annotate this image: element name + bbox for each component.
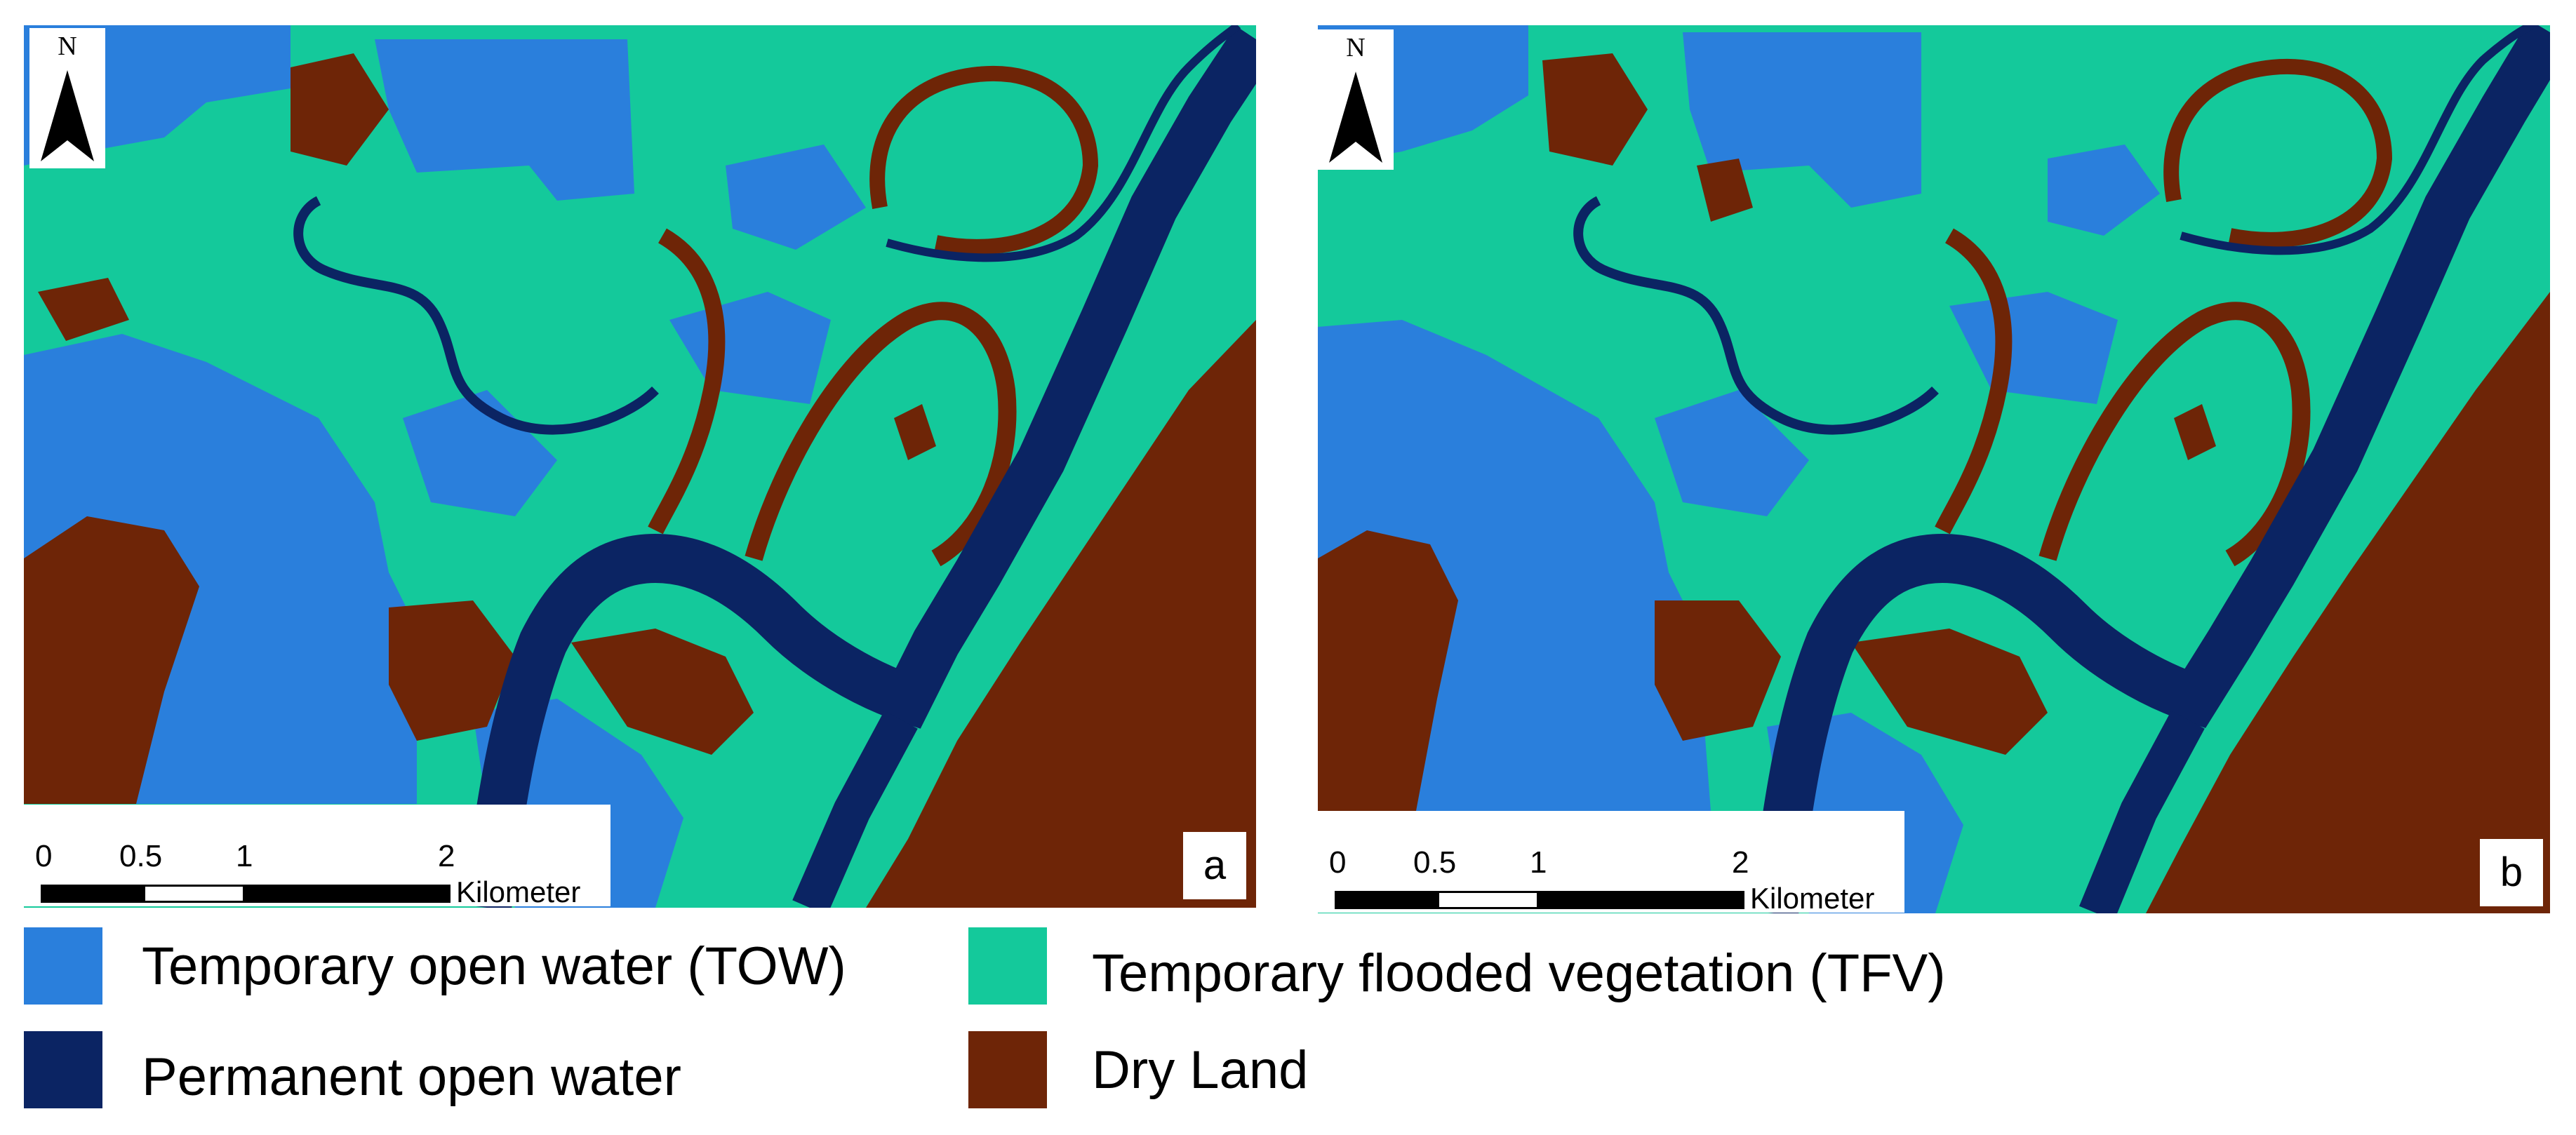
- panel-letter: a: [1183, 832, 1246, 899]
- scale-tick-label: 2: [1732, 845, 1749, 880]
- panel-letter: b: [2480, 839, 2543, 906]
- scale-segment: [41, 885, 146, 903]
- north-label: N: [1346, 33, 1366, 62]
- north-arrow-icon: [41, 70, 94, 161]
- scale-tick-label: 1: [1530, 845, 1547, 880]
- scale-unit: Kilometer: [1750, 882, 1875, 913]
- north-arrow: N: [1318, 29, 1394, 170]
- legend-label: Temporary open water (TOW): [142, 936, 846, 996]
- permanent-water-river: [1749, 25, 2550, 913]
- dry-land-area: [2163, 58, 2393, 248]
- legend-item-dry-land: Dry Land: [968, 1031, 1881, 1108]
- north-label: N: [58, 32, 77, 61]
- permanent-water-channel: [293, 196, 659, 435]
- tow-area: [1683, 32, 1921, 208]
- dry-land-area: [2146, 292, 2550, 913]
- dry-land-area: [1697, 159, 1753, 222]
- dry-land-area: [24, 516, 199, 804]
- scale-tick-label: 2: [438, 839, 455, 873]
- dry-land-area: [894, 404, 936, 460]
- scale-segment: [1335, 891, 1440, 909]
- scale-tick-label: 0: [35, 839, 53, 873]
- tow-area: [375, 39, 634, 201]
- scale-bar: 0 0.5 1 2 Kilometer: [24, 805, 610, 908]
- north-arrow: N: [29, 28, 105, 168]
- permanent-water-river: [792, 711, 918, 908]
- scale-tick-label: 0.5: [119, 839, 163, 873]
- dry-land-area: [1655, 600, 1781, 741]
- flood-classification-map-b: [1318, 25, 2550, 913]
- legend-label: Permanent open water: [142, 1047, 681, 1107]
- dry-land-area: [1935, 228, 2013, 535]
- dry-land-area: [866, 320, 1256, 908]
- legend-swatch: [24, 1031, 102, 1108]
- dry-land-area: [291, 53, 389, 166]
- scale-bar: 0 0.5 1 2 Kilometer: [1318, 811, 1904, 913]
- dry-land-area: [389, 600, 515, 741]
- tow-area: [1949, 292, 2118, 404]
- legend-swatch: [24, 927, 102, 1005]
- permanent-water-channel: [886, 25, 1241, 262]
- legend-item-tfv: Temporary flooded vegetation (TFV): [968, 927, 2091, 1005]
- legend-item-tow: Temporary open water (TOW): [24, 927, 936, 1005]
- scale-tick-label: 1: [236, 839, 253, 873]
- north-arrow-icon: [1329, 72, 1382, 163]
- scale-segment: [243, 885, 451, 903]
- tow-area: [726, 145, 866, 250]
- permanent-water-channel: [1573, 196, 1939, 435]
- legend-label: Temporary flooded vegetation (TFV): [1092, 943, 1946, 1003]
- scale-tick-label: 0: [1329, 845, 1347, 880]
- tow-area: [1655, 390, 1809, 516]
- dry-land-area: [745, 302, 1017, 567]
- scale-tick-label: 0.5: [1413, 845, 1457, 880]
- flood-classification-map-a: [24, 25, 1256, 908]
- dry-land-area: [2038, 302, 2311, 567]
- tow-area: [2048, 145, 2160, 236]
- dry-land-area: [2174, 404, 2216, 460]
- dry-land-area: [869, 65, 1099, 255]
- legend-swatch: [968, 927, 1047, 1005]
- dry-land-area: [648, 228, 726, 535]
- scale-segment: [1437, 891, 1540, 909]
- legend-swatch: [968, 1031, 1047, 1108]
- map-panel-b: N 0 0.5 1 2 Kilometer b: [1318, 25, 2550, 913]
- map-panel-a: N 0 0.5 1 2 Kilometer a: [24, 25, 1256, 908]
- dry-land-area: [38, 278, 129, 341]
- legend-item-permanent-water: Permanent open water: [24, 1031, 936, 1108]
- permanent-water-river: [462, 25, 1256, 908]
- dry-land-area: [1851, 629, 2048, 755]
- dry-land-area: [571, 629, 754, 755]
- legend-label: Dry Land: [1092, 1040, 1309, 1100]
- scale-unit: Kilometer: [456, 875, 581, 908]
- permanent-water-river: [2079, 711, 2205, 913]
- permanent-water-channel: [2180, 25, 2534, 255]
- dry-land-area: [1318, 530, 1458, 811]
- scale-segment: [143, 885, 246, 903]
- dry-land-area: [1542, 53, 1648, 166]
- scale-segment: [1537, 891, 1744, 909]
